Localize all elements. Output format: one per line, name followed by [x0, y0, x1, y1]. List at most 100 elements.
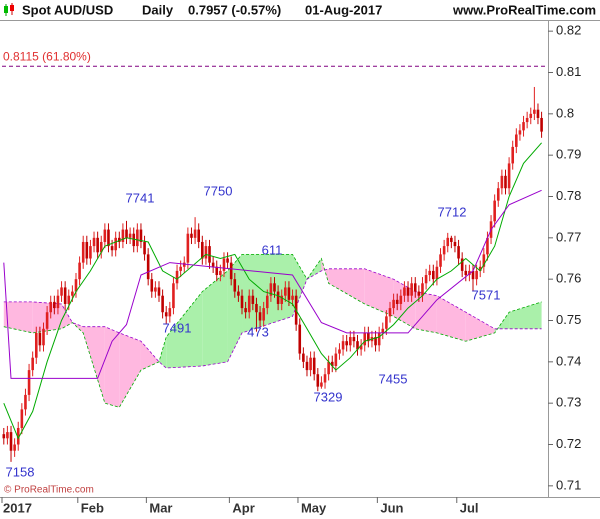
candle-body [475, 270, 478, 280]
candle-body [500, 175, 504, 189]
candle-body [56, 295, 60, 309]
plot-area: 0.8115 (61.80%) 7158 7741 7750 7491 611 473 732… [2, 49, 547, 496]
candle-body [287, 287, 291, 300]
candle-body [168, 308, 172, 317]
candle-body [2, 434, 6, 439]
indicator-line [3, 142, 542, 440]
candle-body [453, 241, 457, 247]
candle-body [49, 301, 53, 313]
x-tick-label: Jul [460, 500, 479, 515]
candle-body [92, 237, 96, 247]
candle-body [330, 361, 334, 366]
candle-body [96, 237, 99, 253]
candle-body [457, 246, 460, 259]
candle-body [71, 291, 74, 296]
candle-body [334, 353, 338, 366]
cloud-segment [465, 312, 495, 342]
candle-body [302, 353, 305, 362]
candle-body [251, 295, 255, 304]
candle-body [428, 270, 431, 276]
candle-body [197, 229, 201, 242]
price: 0.7957 (-0.57%) [188, 2, 281, 17]
candle-body [345, 341, 348, 346]
candle-body [237, 291, 240, 296]
candle-body [78, 262, 81, 280]
candle-body [280, 295, 284, 304]
candle-body [403, 287, 406, 296]
cloud-segment [202, 270, 228, 366]
cloud-segment [328, 268, 365, 304]
y-tick-label: 0.72 [556, 436, 581, 451]
candle-body [511, 146, 515, 164]
annotation: 7491 [163, 320, 192, 335]
candle-body [410, 283, 413, 296]
candle-body [6, 432, 9, 439]
candle-body [136, 229, 139, 247]
candle-body [341, 341, 345, 350]
candle-body [34, 332, 38, 358]
candle-body [291, 295, 294, 300]
cloud-segment [364, 268, 394, 317]
x-tick-label: Jun [380, 500, 403, 515]
candle-body [421, 283, 424, 296]
y-tick-label: 0.81 [556, 64, 581, 79]
candle-body [179, 266, 182, 271]
candle-body [518, 130, 522, 135]
candle-body [175, 270, 179, 284]
candle-body [20, 409, 24, 428]
candle-body [172, 283, 175, 309]
period: Daily [142, 2, 174, 17]
candle-body [496, 188, 500, 201]
watermark: © ProRealTime.com [4, 485, 94, 496]
indicator-line [3, 189, 542, 379]
candle-body [298, 324, 302, 354]
candle-body [81, 241, 85, 263]
candle-body [146, 254, 150, 280]
candle-body [417, 291, 421, 296]
candle-body [208, 246, 211, 263]
x-tick-label: Apr [232, 500, 254, 515]
candle-body [16, 427, 20, 445]
candle-body [305, 361, 309, 371]
candle-body [276, 291, 280, 304]
cloud-segment [61, 303, 73, 329]
cloud-segment [158, 337, 167, 369]
candle-body [284, 287, 287, 296]
candle-body [359, 345, 363, 350]
candle-body [60, 287, 63, 296]
candle-body [24, 394, 27, 410]
candle-body [442, 246, 446, 255]
candle-body [533, 109, 536, 114]
candle-body [164, 312, 168, 317]
annotation: 7750 [204, 183, 233, 198]
candle-body [154, 287, 157, 292]
candle-body [432, 270, 435, 280]
y-tick-label: 0.79 [556, 147, 581, 162]
candle-body [132, 233, 136, 247]
candle-body [13, 444, 16, 451]
cloud-segment [104, 326, 120, 408]
cloud-segment [72, 322, 84, 333]
candle-body [493, 200, 496, 222]
candle-body [107, 229, 110, 247]
candle-body [85, 241, 89, 259]
candle-body [399, 295, 403, 304]
candle-body [161, 295, 164, 313]
candle-body [139, 229, 143, 242]
y-tick-label: 0.74 [556, 353, 581, 368]
candle-body [446, 237, 450, 247]
x-tick-label: Feb [81, 500, 104, 515]
cloud-segment [83, 326, 105, 404]
cloud-segment [436, 295, 466, 342]
candle-body [265, 295, 269, 309]
candle-body [309, 357, 312, 371]
candle-body [348, 337, 352, 346]
candle-body [392, 299, 395, 309]
candle-body [367, 332, 370, 342]
candle-body [157, 287, 161, 296]
candle-body [504, 175, 507, 189]
x-tick-label: Mar [149, 500, 172, 515]
cloud-segment [393, 279, 416, 329]
